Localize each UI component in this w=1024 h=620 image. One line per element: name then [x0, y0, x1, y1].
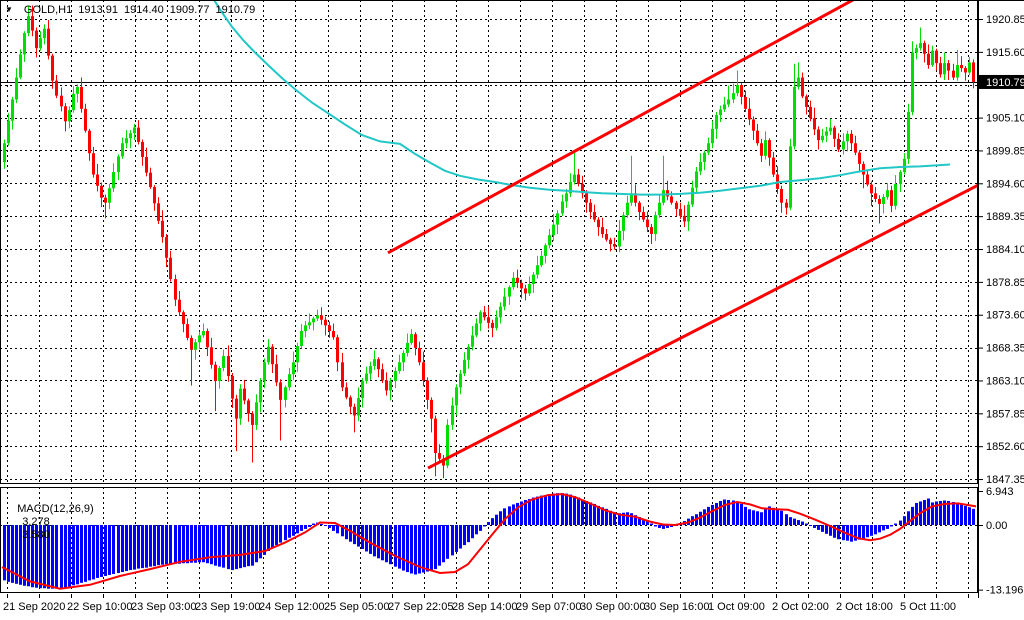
- price-axis-label: 1878.85: [986, 277, 1024, 289]
- time-axis-label: 23 Sep 19:00: [195, 601, 260, 613]
- time-axis-label: 28 Sep 14:00: [452, 601, 517, 613]
- time-axis-label: 24 Sep 12:00: [259, 601, 324, 613]
- current-price-value: 1910.79: [986, 77, 1024, 89]
- macd-axis-label: -13.196: [986, 585, 1023, 597]
- time-axis-label: 22 Sep 10:00: [67, 601, 132, 613]
- price-axis-label: 1852.60: [986, 441, 1024, 453]
- time-axis-label: 5 Oct 11:00: [900, 601, 956, 613]
- price-axis-label: 1905.10: [986, 113, 1024, 125]
- time-axis-label: 29 Sep 07:00: [516, 601, 581, 613]
- ohlc-low: 1909.77: [169, 4, 210, 16]
- time-axis-label: 30 Sep 16:00: [644, 601, 709, 613]
- price-axis-label: 1920.85: [986, 14, 1024, 26]
- macd-signal-line: [1, 493, 977, 590]
- macd-axis[interactable]: 6.943 0.00 -13.196: [978, 486, 1023, 597]
- ohlc-open: 1913.91: [78, 4, 118, 16]
- candles-layer: [3, 5, 975, 479]
- time-axis-label: 2 Oct 02:00: [772, 601, 829, 613]
- trendline-lower[interactable]: [427, 184, 978, 470]
- ohlc-close: 1910.79: [215, 4, 256, 16]
- chart-title: ▼ GOLD,H1 1913.91 1914.40 1909.77 1910.7…: [5, 4, 255, 17]
- price-axis-label: 1915.60: [986, 47, 1024, 59]
- trendline-upper[interactable]: [387, 0, 854, 255]
- symbol-label: GOLD,H1: [23, 4, 73, 16]
- time-axis-label: 23 Sep 03:00: [131, 601, 196, 613]
- price-axis-label: 1847.35: [986, 474, 1024, 486]
- price-axis-label: 1868.35: [986, 343, 1024, 355]
- price-axis-label: 1857.85: [986, 408, 1024, 420]
- macd-axis-label: 6.943: [986, 486, 1014, 498]
- time-axis-label: 1 Oct 09:00: [708, 601, 765, 613]
- time-axis-label: 25 Sep 05:00: [324, 601, 389, 613]
- macd-indicator-label: MACD(12,26,9) 3.278 3.580: [5, 490, 94, 555]
- pane-borders: [0, 0, 1024, 598]
- ohlc-high: 1914.40: [123, 4, 164, 16]
- price-axis-label: 1899.85: [986, 145, 1024, 157]
- price-axis-label: 1894.60: [986, 178, 1024, 190]
- macd-name: MACD(12,26,9): [17, 503, 94, 515]
- macd-signal-value: 3.580: [22, 529, 50, 541]
- time-axis-label: 21 Sep 2020: [3, 601, 65, 613]
- price-axis-label: 1863.10: [986, 375, 1024, 387]
- price-axis-label: 1884.10: [986, 244, 1024, 256]
- macd-value: 3.278: [22, 516, 50, 528]
- symbol-dropdown-triangle-icon[interactable]: ▼: [5, 5, 13, 14]
- current-price-tag: 1910.79: [979, 74, 1024, 89]
- time-axis-label: 30 Sep 00:00: [580, 601, 645, 613]
- macd-axis-label: 0.00: [986, 520, 1007, 532]
- macd-histogram: [3, 493, 975, 589]
- ma-line: [213, 1, 951, 196]
- price-axis-label: 1873.60: [986, 310, 1024, 322]
- time-axis-label: 2 Oct 18:00: [836, 601, 893, 613]
- time-axis-label: 27 Sep 22:05: [388, 601, 453, 613]
- price-axis-label: 1889.35: [986, 211, 1024, 223]
- price-axis[interactable]: 1920.85 1915.60 1905.10 1899.85 1894.60 1889.…: [978, 14, 1024, 486]
